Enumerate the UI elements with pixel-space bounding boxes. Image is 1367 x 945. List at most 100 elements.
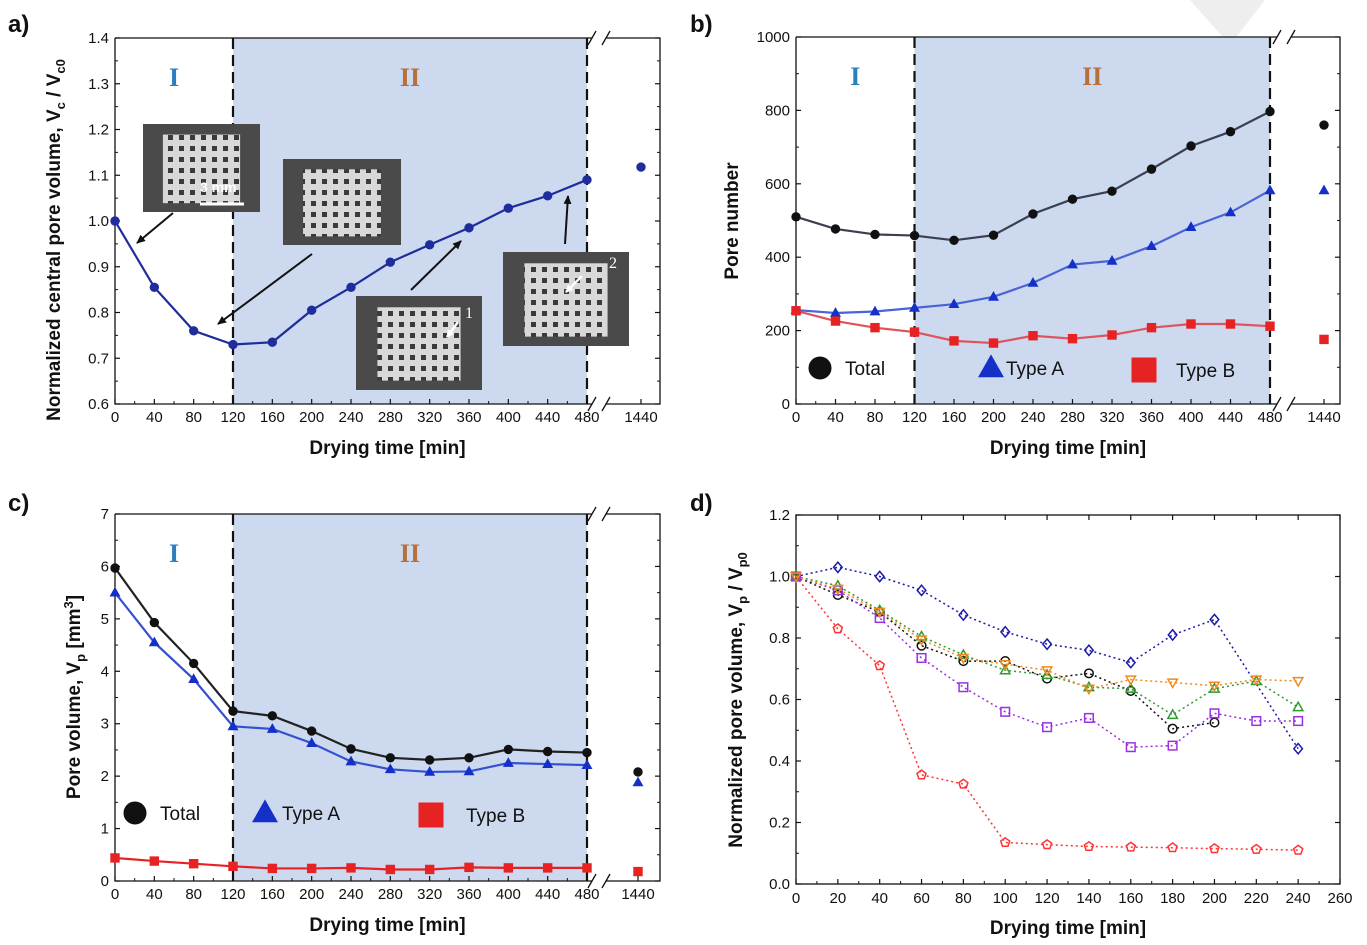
x-tick-label: 40 xyxy=(871,890,888,907)
legend-marker xyxy=(808,356,832,380)
y-tick-label: 0.6 xyxy=(769,692,790,709)
data-point xyxy=(1167,723,1178,734)
data-point xyxy=(1225,319,1236,329)
crack-arrow-1 xyxy=(445,321,460,338)
x-tick-label: 120 xyxy=(220,886,245,903)
series-line xyxy=(795,575,1299,748)
data-point xyxy=(916,769,927,780)
scale-bar-label: 3 mm xyxy=(200,179,237,195)
y-tick-label: 200 xyxy=(765,323,790,340)
x-tick-label: 1440 xyxy=(621,886,654,903)
data-point xyxy=(542,191,553,201)
data-point xyxy=(1186,319,1196,329)
data-point-1440 xyxy=(633,866,643,877)
y-axis-title-part: c0 xyxy=(53,59,68,73)
x-axis-title: Drying time [min] xyxy=(309,915,465,936)
data-point xyxy=(228,339,238,350)
axis-break-mark xyxy=(601,873,611,889)
x-tick-label: 480 xyxy=(574,409,599,426)
series-line xyxy=(795,576,1299,851)
data-point xyxy=(873,607,886,619)
axis-break-mark xyxy=(601,396,611,412)
data-point xyxy=(1124,682,1137,693)
data-point-1440 xyxy=(1318,184,1330,195)
data-point xyxy=(1185,221,1197,231)
data-point xyxy=(148,636,160,647)
data-point xyxy=(1209,842,1220,854)
data-point xyxy=(228,861,238,872)
data-point xyxy=(916,652,927,664)
data-point xyxy=(988,230,999,240)
data-point xyxy=(1125,742,1136,753)
data-point xyxy=(464,753,474,763)
y-tick-label: 0 xyxy=(782,396,790,413)
y-tick-label: 0.6 xyxy=(88,396,109,413)
x-tick-label: 240 xyxy=(1020,409,1045,426)
data-point xyxy=(1082,680,1095,692)
y-axis-title-part: [mm xyxy=(64,608,85,653)
x-tick-label: 280 xyxy=(1060,409,1085,426)
x-tick-label: 360 xyxy=(1139,409,1164,426)
region-label-II: II xyxy=(1082,62,1102,91)
panel-label: b) xyxy=(690,11,713,38)
data-point xyxy=(1265,321,1275,331)
inset-image-4 xyxy=(503,252,629,346)
y-axis-title: Pore volume, Vp [mm3] xyxy=(61,595,88,799)
data-point xyxy=(1028,331,1038,341)
data-point xyxy=(830,316,841,326)
x-tick-label: 360 xyxy=(456,886,481,903)
legend-label: Type A xyxy=(1006,359,1064,380)
data-point xyxy=(1125,656,1137,669)
y-axis-title-part: Normalized pore volume, V xyxy=(726,604,747,848)
x-axis-title: Drying time [min] xyxy=(990,918,1146,939)
data-point xyxy=(916,640,927,651)
x-tick-label: 320 xyxy=(1099,409,1124,426)
data-point xyxy=(1041,668,1054,680)
data-point xyxy=(346,863,356,873)
legend-label: Total xyxy=(160,804,200,825)
region-II-shading xyxy=(233,514,587,881)
data-point xyxy=(1251,715,1262,727)
y-tick-label: 1.4 xyxy=(88,30,109,47)
data-point xyxy=(424,766,436,776)
y-tick-label: 0.7 xyxy=(88,350,109,367)
inset-specimen xyxy=(162,134,241,204)
data-point xyxy=(1209,613,1220,626)
data-point xyxy=(1225,206,1236,217)
x-tick-label: 120 xyxy=(1035,890,1060,907)
data-point xyxy=(1041,637,1053,651)
data-point xyxy=(1167,628,1178,642)
data-point xyxy=(1124,675,1137,686)
data-point xyxy=(384,763,396,774)
y-axis-title-part: 3 xyxy=(61,601,76,608)
inset-specimen xyxy=(524,263,608,337)
x-tick-label: 80 xyxy=(955,890,972,907)
data-point xyxy=(1208,682,1221,693)
y-tick-label: 1.0 xyxy=(88,213,109,230)
data-point xyxy=(1166,678,1179,690)
data-point xyxy=(916,584,927,597)
data-point xyxy=(1292,676,1305,688)
legend-marker xyxy=(418,802,444,828)
x-tick-label: 280 xyxy=(378,409,403,426)
region-label-II: II xyxy=(400,539,420,568)
x-tick-label: 200 xyxy=(299,886,324,903)
data-point xyxy=(999,625,1011,639)
axis-break-mark xyxy=(587,873,597,889)
x-tick-label: 320 xyxy=(417,409,442,426)
y-axis-title: Normalized pore volume, Vp / Vp0 xyxy=(726,552,750,848)
data-point xyxy=(958,778,969,789)
axis-break-mark xyxy=(1286,29,1296,45)
data-point xyxy=(424,755,435,765)
x-tick-label: 160 xyxy=(941,409,966,426)
data-point xyxy=(1146,322,1157,333)
data-point xyxy=(870,229,880,240)
panel-b: 0 40 80 120 160 200 240 280 320 360 400 440 480 1440 0… xyxy=(690,11,1341,459)
x-tick-label: 40 xyxy=(827,409,844,426)
data-point xyxy=(463,765,475,776)
data-point xyxy=(1083,643,1095,657)
data-point xyxy=(874,659,886,671)
y-tick-label: 400 xyxy=(765,249,790,266)
data-point xyxy=(1083,712,1094,724)
panel-d: 0 20 40 60 80 100 120 140 160 180 200 220 240 260 0.0 0… xyxy=(690,490,1353,939)
